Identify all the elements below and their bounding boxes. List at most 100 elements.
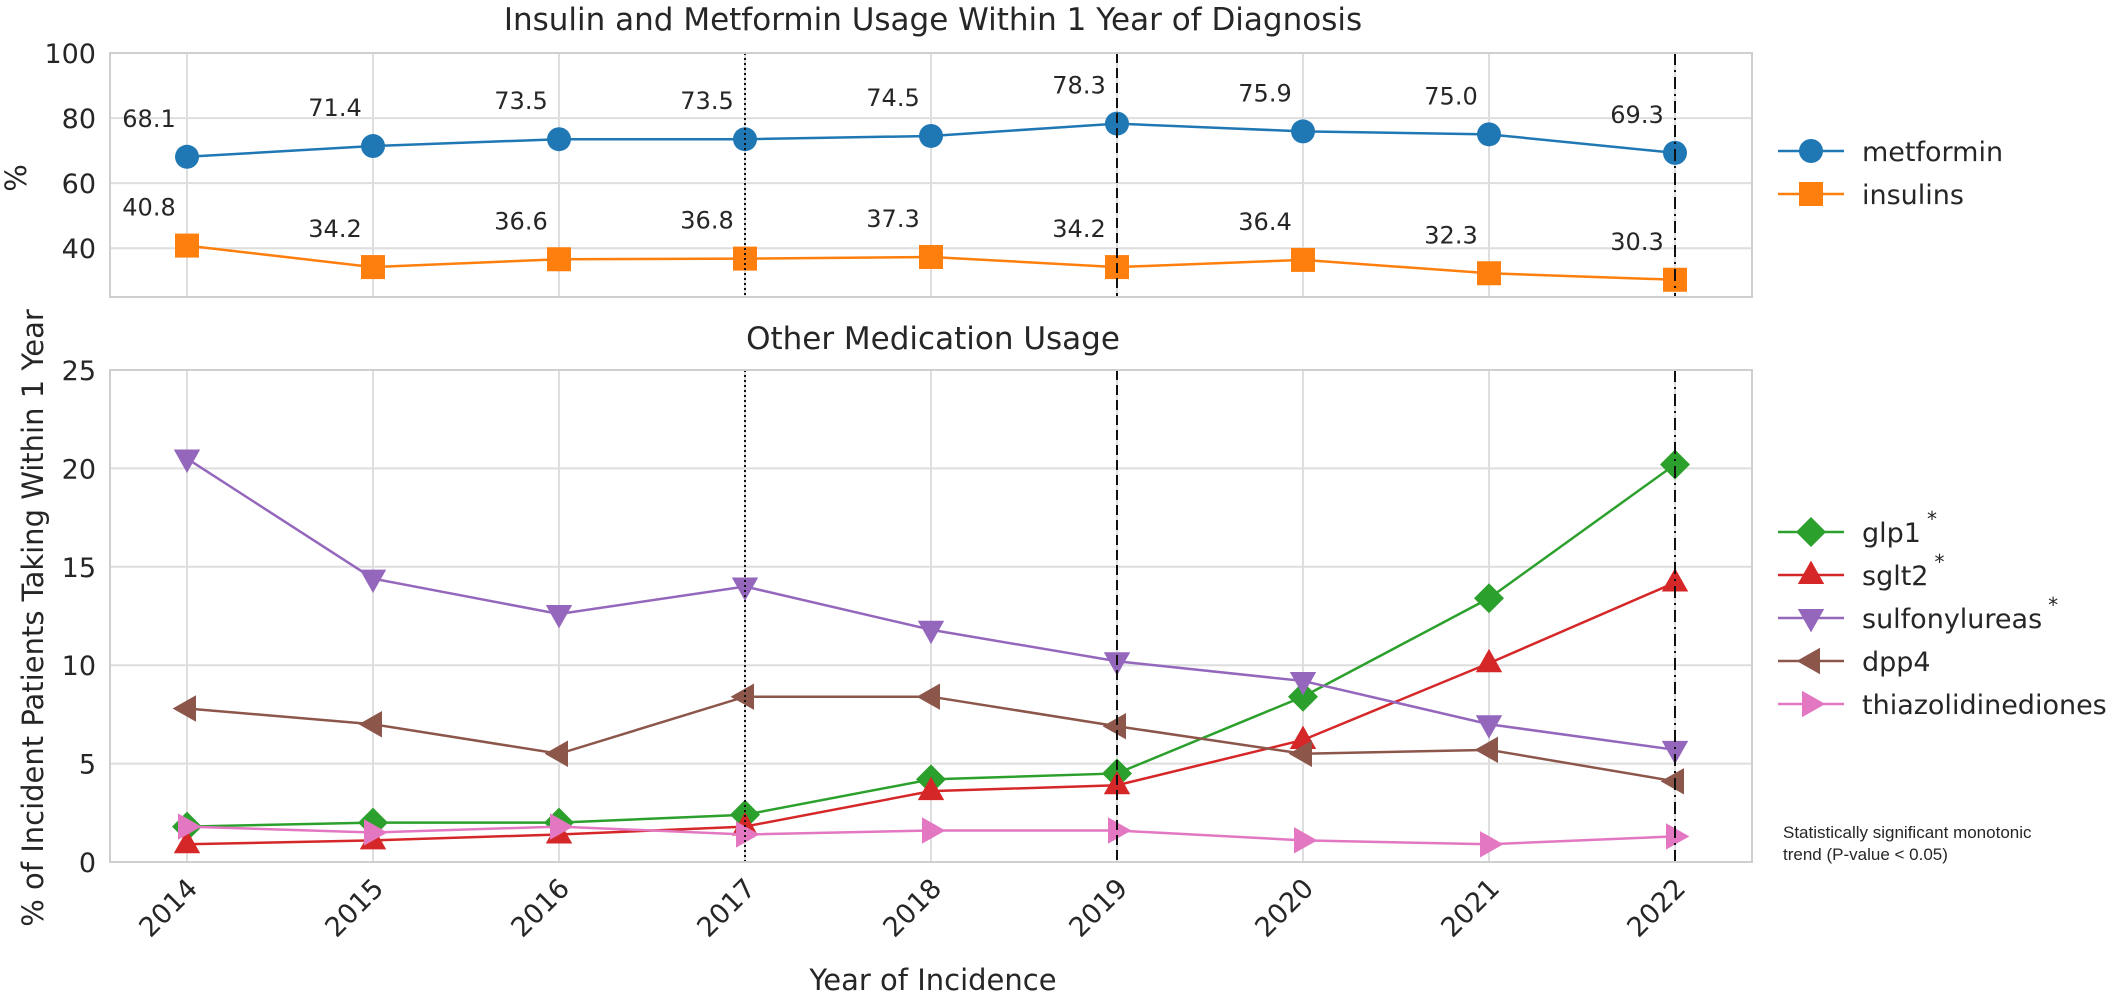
x-tick-label: 2017 [691,873,762,944]
data-point-metformin [175,144,199,169]
data-point-dpp4 [172,695,196,722]
plot-area-frame [109,52,1753,298]
y-tick-label: 100 [44,39,96,70]
data-point-insulins [547,247,571,272]
data-label-insulins: 36.4 [1238,208,1291,236]
top-chart-title: Insulin and Metformin Usage Within 1 Yea… [504,2,1362,38]
bottom-panel: Other Medication Usage % of Incident Pat… [16,309,2107,995]
data-point-thiazolidinediones [736,821,760,848]
data-point-thiazolidinediones [1480,831,1504,858]
data-point-thiazolidinediones [364,819,388,846]
data-point-insulins [919,244,943,269]
x-axis-label: Year of Incidence [808,963,1056,995]
legend-marker [1796,647,1820,675]
legend-marker [1799,139,1823,163]
data-point-thiazolidinediones [178,813,202,840]
legend-marker [1797,560,1825,584]
data-point-metformin [361,134,385,159]
x-tick-label: 2015 [319,873,390,944]
x-tick-label: 2019 [1063,873,1134,944]
legend-marker [1802,690,1826,718]
data-label-metformin: 69.3 [1610,101,1663,129]
legend-label-sglt2: sglt2 [1862,561,1928,592]
legend: metformin insulins [1778,137,2003,211]
y-tick-label: 40 [62,234,96,265]
data-point-metformin [919,123,943,148]
data-point-sulfonylureas [917,620,945,645]
data-point-insulins [361,255,385,280]
x-ticks: 2014 2015 2016 2017 2018 2019 2020 2021 2022 [133,873,1692,944]
legend-item-sulfonylureas: sulfonylureas * [1778,593,2058,635]
x-tick-label: 2022 [1621,873,1692,944]
data-point-dpp4 [1288,740,1312,767]
data-point-thiazolidinediones [922,817,946,844]
data-point-thiazolidinediones [1666,823,1690,850]
significance-star: * [2048,593,2058,617]
legend-label-insulins: insulins [1862,180,1964,211]
legend: glp1 *sglt2 *sulfonylureas *dpp4thiazolidin… [1778,507,2107,721]
data-label-metformin: 73.5 [494,87,547,115]
x-tick-label: 2014 [133,873,204,944]
data-point-sulfonylureas [731,577,759,601]
data-label-metformin: 73.5 [680,87,733,115]
data-point-sulfonylureas [545,605,573,629]
data-point-sulfonylureas [359,569,387,594]
y-ticks: 40 60 80 100 [44,39,96,265]
legend-marker [1799,182,1823,206]
bottom-chart-title: Other Medication Usage [746,321,1120,357]
y-tick-label: 0 [79,848,96,879]
y-tick-label: 5 [79,750,96,781]
y-tick-label: 60 [62,169,96,200]
data-point-metformin [1477,122,1501,147]
significance-note-line2: trend (P-value < 0.05) [1783,845,1948,864]
data-point-sulfonylureas [1289,671,1317,696]
data-label-insulins: 34.2 [308,215,361,243]
y-tick-label: 15 [62,553,96,584]
data-point-sulfonylureas [1475,715,1503,739]
y-tick-label: 80 [62,104,96,135]
significance-star: * [1934,550,1944,574]
data-label-metformin: 74.5 [866,84,919,112]
bottom-y-axis-label: % of Incident Patients Taking Within 1 Y… [16,309,50,927]
series-sulfonylureas [173,449,1689,765]
legend-item-metformin: metformin [1778,137,2003,168]
data-point-sulfonylureas [1661,740,1689,765]
legend-label-glp1: glp1 [1862,518,1921,549]
data-point-insulins [1291,247,1315,272]
data-point-sglt2 [173,829,201,854]
y-tick-label: 10 [62,651,96,682]
y-ticks: 0 5 10 15 20 25 [62,356,96,879]
legend-label-thiazolidinediones: thiazolidinediones [1862,690,2107,721]
legend-item-dpp4: dpp4 [1778,647,1931,678]
legend-item-glp1: glp1 * [1778,507,1937,549]
legend-item-sglt2: sglt2 * [1778,550,1944,592]
y-tick-label: 20 [62,454,96,485]
series-thiazolidinediones [178,813,1690,858]
series-dpp4 [172,683,1684,795]
data-point-thiazolidinediones [1294,827,1318,854]
data-point-metformin [547,127,571,152]
x-tick-label: 2020 [1249,873,1320,944]
legend-label-sulfonylureas: sulfonylureas [1862,604,2042,635]
data-point-dpp4 [1474,736,1498,764]
data-point-insulins [1477,261,1501,286]
data-label-insulins: 36.6 [494,207,547,235]
data-point-dpp4 [1102,713,1126,740]
legend-item-insulins: insulins [1778,180,1964,211]
data-label-insulins: 30.3 [1610,228,1663,256]
data-label-insulins: 37.3 [866,205,919,233]
y-tick-label: 25 [62,356,96,387]
x-tick-label: 2021 [1435,873,1506,944]
legend-item-thiazolidinediones: thiazolidinediones [1778,690,2107,721]
top-y-axis-label: % [0,164,33,192]
data-label-metformin: 75.0 [1424,82,1477,110]
data-label-metformin: 75.9 [1238,79,1291,107]
data-point-dpp4 [358,711,382,738]
data-point-metformin [1291,119,1315,144]
data-point-glp1 [1474,583,1504,614]
data-point-glp1 [1660,449,1690,480]
data-point-dpp4 [1660,768,1684,795]
series-insulins: 40.8 34.2 36.6 36.8 37.3 34.2 36.4 32.3 30.3 [122,194,1687,292]
significance-star: * [1927,507,1937,531]
data-point-dpp4 [730,683,754,710]
